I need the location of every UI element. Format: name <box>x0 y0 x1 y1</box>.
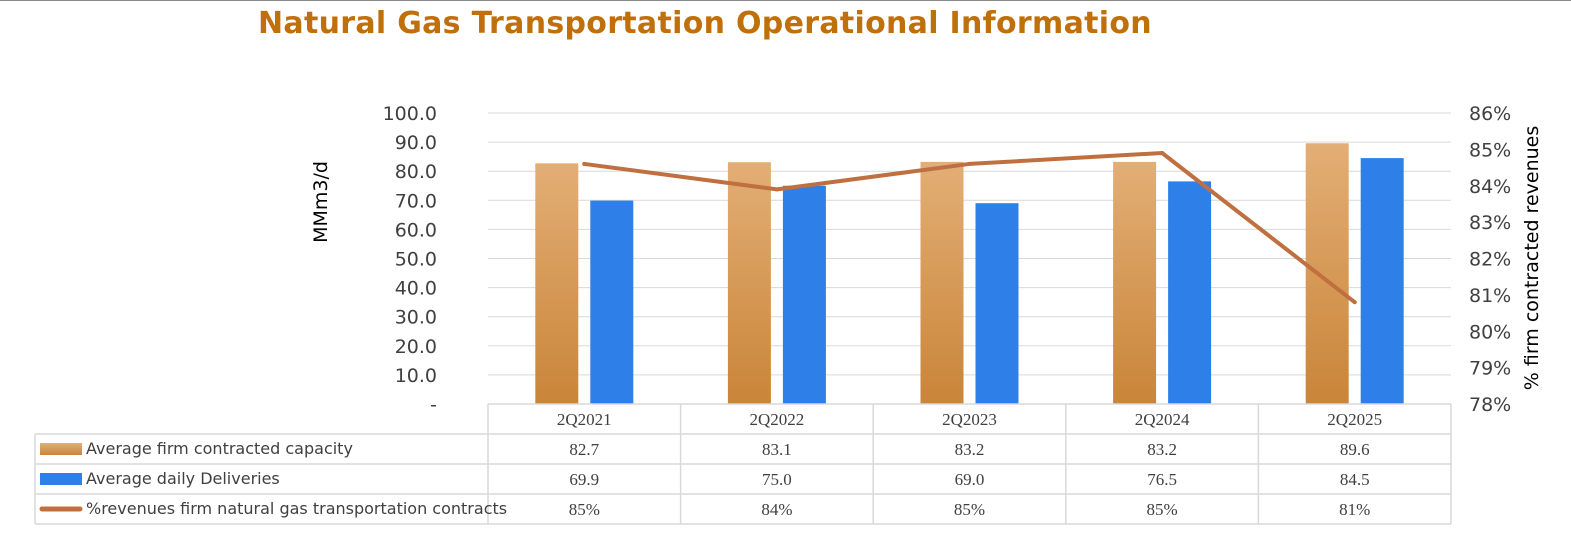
data-label: 76.5 <box>1147 470 1177 489</box>
y-tick-label: 60.0 <box>395 219 437 241</box>
line-series <box>582 151 1357 305</box>
revenue-line <box>582 151 1357 305</box>
y2-tick-label: 80% <box>1469 321 1511 343</box>
data-label: 89.6 <box>1340 440 1370 459</box>
data-label: 69.0 <box>955 470 985 489</box>
bar-capacity <box>1305 143 1349 404</box>
bar-deliveries <box>782 185 826 404</box>
data-label: 84% <box>761 500 792 519</box>
category-label: 2Q2021 <box>557 410 612 429</box>
revenue-line-point <box>1160 151 1165 156</box>
y2-tick-label: 79% <box>1469 358 1511 380</box>
data-label: 83.2 <box>1147 440 1177 459</box>
bar-deliveries <box>590 200 634 404</box>
chart-title: Natural Gas Transportation Operational I… <box>258 6 1152 41</box>
data-table: 2Q2021 2Q2022 2Q2023 2Q2024 2Q2025 Average fi… <box>34 403 1452 525</box>
bar-capacity <box>1113 161 1157 404</box>
revenue-line-point <box>1352 300 1357 305</box>
y-tick-label: 20.0 <box>395 336 437 358</box>
revenue-line-point <box>774 187 779 192</box>
gridlines <box>488 112 1451 376</box>
y2-axis-title: % firm contracted revenues <box>1521 126 1543 390</box>
y2-tick-label: 81% <box>1469 285 1511 307</box>
y-axis-right: 78% 79% 80% 81% 82% 83% 84% 85% 86% % firm contra… <box>1469 103 1543 416</box>
data-label: 69.9 <box>569 470 599 489</box>
y-axis-left: - 10.0 20.0 30.0 40.0 50.0 60.0 70.0 80.0 90.0 100… <box>310 103 437 416</box>
data-label: 83.1 <box>762 440 792 459</box>
category-label: 2Q2025 <box>1327 410 1382 429</box>
data-label: 81% <box>1339 500 1370 519</box>
legend-key-deliveries <box>40 473 82 485</box>
y-axis-title: MMm3/d <box>310 161 332 243</box>
y-tick-label: - <box>430 394 437 416</box>
data-label: 83.2 <box>955 440 985 459</box>
y2-tick-label: 86% <box>1469 103 1511 125</box>
category-label: 2Q2022 <box>750 410 805 429</box>
bars <box>535 143 1404 404</box>
data-label: 85% <box>954 500 985 519</box>
data-label: 82.7 <box>569 440 599 459</box>
y2-tick-label: 83% <box>1469 212 1511 234</box>
bar-deliveries <box>1360 158 1404 404</box>
revenue-line-point <box>582 161 587 166</box>
bar-capacity <box>535 163 579 404</box>
data-label: 75.0 <box>762 470 792 489</box>
legend-series-name: %revenues firm natural gas transportatio… <box>86 499 507 518</box>
bar-deliveries <box>1168 181 1212 404</box>
y-tick-label: 80.0 <box>395 161 437 183</box>
y2-tick-label: 85% <box>1469 139 1511 161</box>
data-label: 85% <box>1147 500 1178 519</box>
bar-capacity <box>727 162 771 404</box>
y-tick-label: 90.0 <box>395 132 437 154</box>
y-tick-label: 70.0 <box>395 190 437 212</box>
data-label: 84.5 <box>1340 470 1370 489</box>
category-label: 2Q2023 <box>942 410 997 429</box>
y-tick-label: 50.0 <box>395 249 437 271</box>
bar-deliveries <box>975 203 1019 404</box>
revenue-line-point <box>967 161 972 166</box>
category-label: 2Q2024 <box>1135 410 1190 429</box>
y-tick-label: 100.0 <box>383 103 437 125</box>
y-tick-label: 10.0 <box>395 365 437 387</box>
bar-capacity <box>920 161 964 404</box>
y2-tick-label: 82% <box>1469 249 1511 271</box>
legend-key-capacity <box>40 443 82 455</box>
legend-series-name: Average daily Deliveries <box>86 469 280 488</box>
y-tick-label: 30.0 <box>395 307 437 329</box>
data-label: 85% <box>569 500 600 519</box>
legend-series-name: Average firm contracted capacity <box>86 439 353 458</box>
y2-tick-label: 78% <box>1469 394 1511 416</box>
y-tick-label: 40.0 <box>395 278 437 300</box>
y2-tick-label: 84% <box>1469 176 1511 198</box>
top-rule <box>0 0 1571 1</box>
